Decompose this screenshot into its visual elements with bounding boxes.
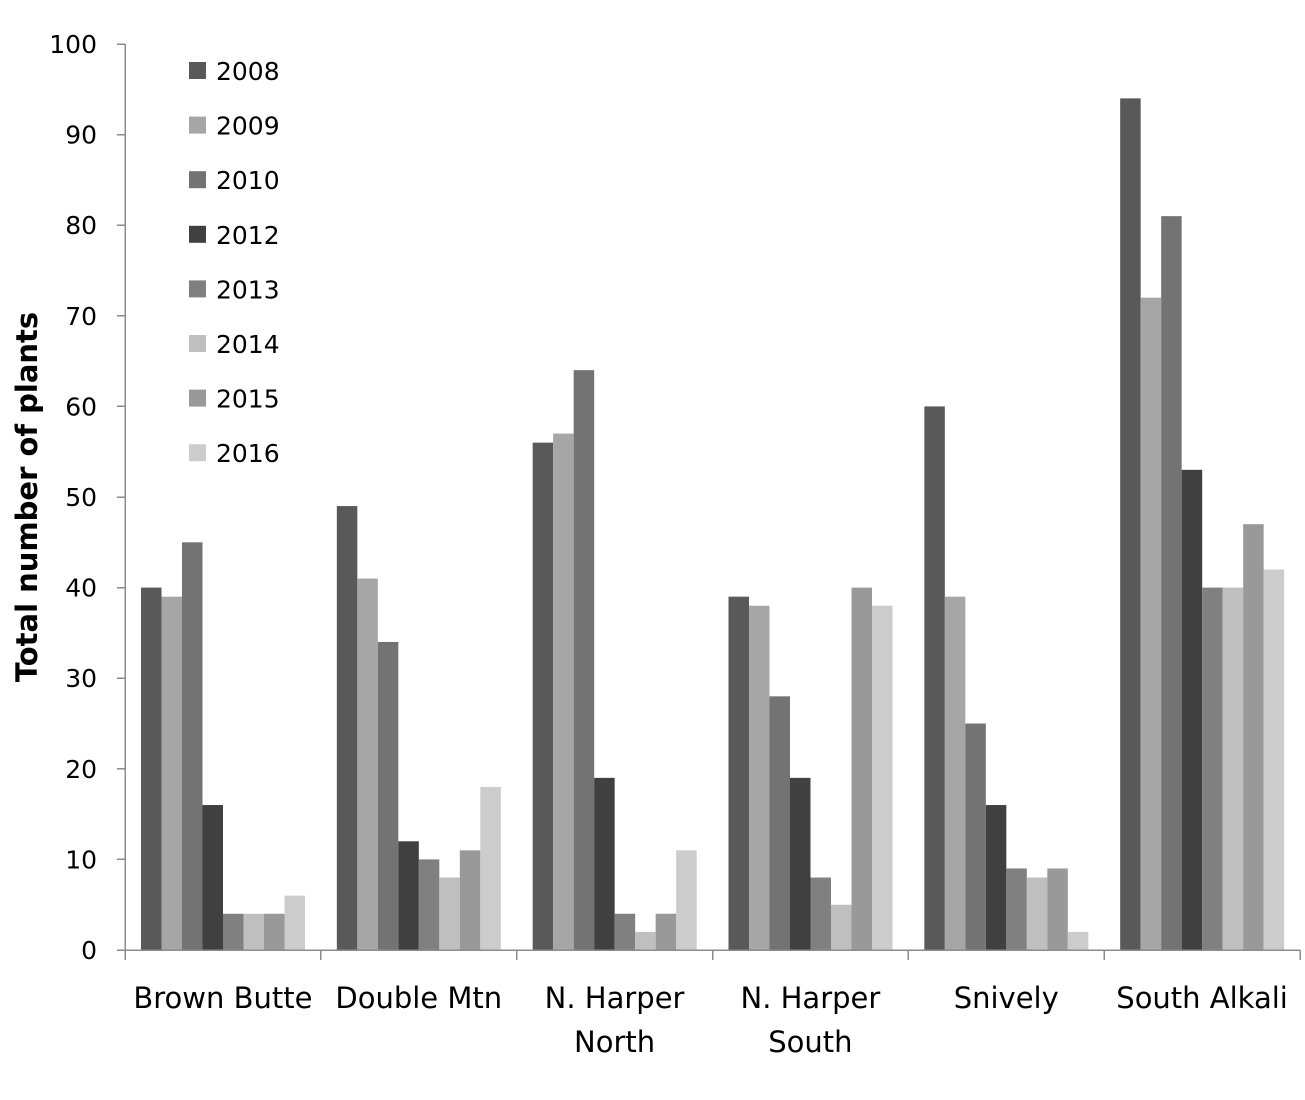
legend-label: 2008	[216, 57, 280, 86]
bar-2014-snively	[1026, 877, 1048, 950]
bar-2015-double-mtn	[459, 850, 481, 950]
bar-2010-n-harper-south	[769, 696, 790, 950]
bar-2012-double-mtn	[398, 841, 419, 950]
bar-2008-n-harper-north	[532, 442, 554, 950]
legend-swatch	[189, 280, 206, 298]
y-tick-label: 60	[65, 392, 97, 421]
legend-label: 2012	[216, 221, 280, 250]
bar-2008-brown-butte	[141, 587, 162, 950]
bar-2015-brown-butte	[264, 913, 285, 950]
y-tick-label: 0	[81, 936, 97, 965]
bar-2015-n-harper-south	[851, 587, 872, 950]
bar-2016-n-harper-south	[872, 605, 893, 950]
x-tick-label: South	[768, 1025, 852, 1059]
y-axis-title: Total number of plants	[10, 312, 44, 682]
legend: 2008 2009 2010 2012 2013 2014 2015 2016	[189, 57, 280, 468]
y-tick-label: 30	[65, 664, 97, 693]
bar-2010-snively	[965, 723, 986, 950]
y-tick-label: 20	[65, 755, 97, 784]
bar-2014-brown-butte	[243, 913, 264, 950]
labels-layer: 0 10 20 30 40 50 60 70 80 90 100 Brown Butte Double …	[10, 30, 1288, 1059]
x-tick-label: Snively	[954, 981, 1059, 1015]
bar-2009-brown-butte	[161, 596, 182, 950]
bar-2014-double-mtn	[439, 877, 460, 950]
bar-2010-brown-butte	[182, 542, 203, 950]
bar-2016-snively	[1067, 931, 1089, 950]
legend-label: 2016	[216, 439, 280, 468]
legend-label: 2014	[216, 330, 280, 359]
bar-2009-south-alkali	[1140, 297, 1162, 950]
x-tick-label: N. Harper	[545, 981, 685, 1015]
bars-layer	[141, 98, 1285, 951]
bar-2013-snively	[1006, 868, 1027, 950]
bar-2014-n-harper-south	[831, 904, 852, 950]
legend-label: 2010	[216, 166, 280, 195]
x-tick-label: Double Mtn	[335, 981, 502, 1015]
y-tick-label: 40	[65, 574, 97, 603]
bar-2016-brown-butte	[284, 895, 305, 950]
bar-2008-double-mtn	[336, 506, 358, 950]
bar-2013-n-harper-south	[810, 877, 831, 950]
bar-2015-n-harper-north	[655, 913, 677, 950]
bar-2016-south-alkali	[1263, 569, 1285, 950]
bar-2008-n-harper-south	[728, 596, 749, 950]
bar-2016-double-mtn	[480, 786, 501, 950]
legend-swatch	[189, 116, 206, 134]
legend-swatch	[189, 171, 206, 189]
bar-2012-snively	[985, 805, 1007, 950]
bar-2014-n-harper-north	[635, 931, 656, 950]
legend-swatch	[189, 335, 206, 352]
x-tick-label: South Alkali	[1116, 981, 1288, 1015]
y-tick-label: 10	[65, 845, 97, 874]
legend-label: 2015	[216, 385, 280, 414]
x-tick-label: N. Harper	[741, 981, 881, 1015]
bar-2013-n-harper-north	[614, 913, 636, 950]
bar-2009-n-harper-south	[749, 605, 770, 950]
bar-2013-south-alkali	[1202, 587, 1223, 950]
legend-swatch	[189, 225, 206, 243]
legend-swatch	[189, 444, 206, 462]
axes-layer	[117, 43, 1301, 960]
bar-2012-n-harper-south	[790, 777, 811, 950]
y-tick-label: 100	[49, 30, 97, 59]
bar-2012-south-alkali	[1181, 469, 1203, 950]
bar-2015-south-alkali	[1243, 524, 1264, 950]
bar-2013-brown-butte	[223, 913, 244, 950]
bar-2010-double-mtn	[377, 641, 399, 950]
legend-label: 2009	[216, 112, 280, 141]
x-tick-label: Brown Butte	[133, 981, 312, 1015]
bar-2010-south-alkali	[1161, 216, 1182, 950]
legend-swatch	[189, 389, 206, 407]
bar-2010-n-harper-north	[573, 370, 595, 950]
bar-2009-snively	[944, 596, 966, 950]
bar-2016-n-harper-north	[676, 850, 697, 950]
bar-2009-double-mtn	[357, 578, 378, 950]
legend-swatch	[189, 62, 206, 79]
bar-2013-double-mtn	[418, 859, 440, 950]
bar-2009-n-harper-north	[553, 433, 574, 951]
y-tick-label: 90	[65, 121, 97, 150]
y-tick-label: 80	[65, 211, 97, 240]
bar-2014-south-alkali	[1222, 587, 1244, 950]
x-tick-label: North	[574, 1025, 655, 1059]
bar-2008-south-alkali	[1120, 98, 1141, 951]
y-tick-label: 70	[65, 302, 97, 331]
bar-2015-snively	[1047, 868, 1068, 950]
legend-label: 2013	[216, 275, 280, 304]
bar-2012-n-harper-north	[594, 777, 615, 950]
bar-2008-snively	[924, 406, 945, 950]
y-tick-label: 50	[65, 483, 97, 512]
bar-2012-brown-butte	[202, 805, 223, 950]
